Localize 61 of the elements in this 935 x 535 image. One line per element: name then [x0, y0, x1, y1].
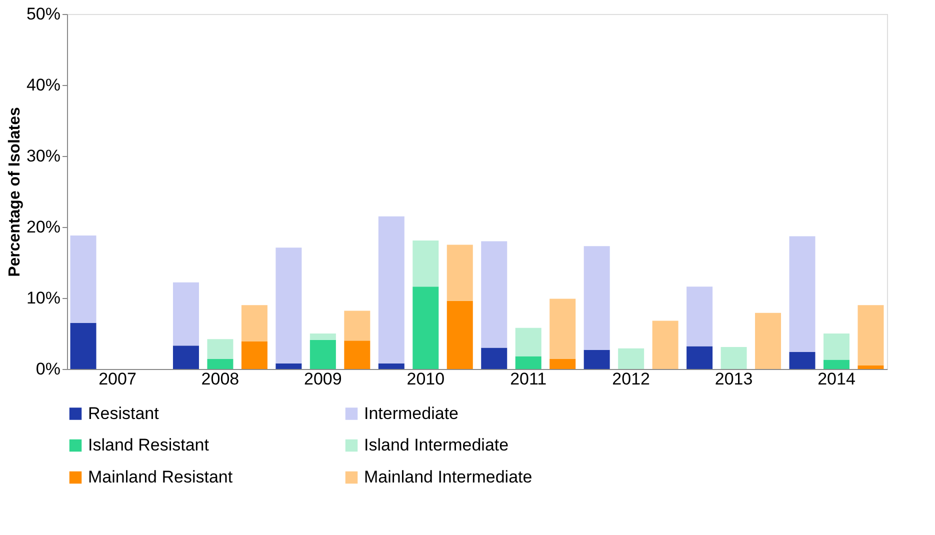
bar — [344, 340, 370, 369]
bar — [276, 363, 302, 369]
bar — [755, 312, 782, 369]
bar — [172, 282, 199, 346]
bar — [378, 363, 404, 369]
bar — [481, 241, 508, 348]
y-tick-label: 40% — [26, 76, 60, 94]
bar — [378, 216, 404, 364]
bar — [550, 298, 576, 360]
y-tick-label: 0% — [36, 360, 60, 378]
x-tick-label: 2011 — [510, 370, 547, 388]
y-axis-title: Percentage of Isolates — [6, 106, 24, 277]
bar — [310, 334, 336, 340]
bar — [276, 248, 302, 364]
bar — [515, 328, 542, 356]
y-tick-label: 10% — [26, 288, 60, 308]
bar — [515, 356, 542, 369]
bar — [172, 346, 199, 369]
legend-label: Intermediate — [364, 404, 458, 423]
bar — [481, 348, 508, 369]
bar — [858, 305, 884, 366]
x-tick-label: 2014 — [818, 370, 856, 388]
bar — [789, 236, 816, 352]
bar — [824, 360, 850, 369]
bar — [344, 310, 370, 341]
bar — [720, 346, 747, 369]
bar — [446, 244, 473, 301]
x-tick-label: 2012 — [612, 370, 650, 388]
bar — [207, 339, 234, 360]
bar — [70, 322, 96, 369]
x-tick-label: 2008 — [201, 370, 240, 388]
bar — [584, 350, 610, 369]
legend-label: Island Intermediate — [364, 436, 509, 454]
bar — [652, 320, 678, 369]
bar — [858, 365, 884, 369]
bar — [824, 334, 850, 360]
legend-label: Resistant — [88, 404, 160, 423]
bar — [241, 341, 268, 369]
bar — [241, 305, 268, 342]
y-tick-label: 50% — [26, 4, 60, 24]
legend-label: Mainland Resistant — [88, 468, 233, 486]
bar — [618, 348, 644, 369]
bar — [70, 236, 96, 323]
y-tick-label: 20% — [26, 218, 60, 236]
bar — [686, 346, 713, 369]
bar — [446, 300, 473, 369]
bar — [550, 359, 576, 369]
x-tick-label: 2007 — [98, 370, 136, 388]
x-tick-label: 2009 — [304, 370, 342, 388]
x-tick-label: 2010 — [406, 370, 445, 388]
x-tick-label: 2013 — [714, 370, 753, 388]
legend-label: Mainland Intermediate — [364, 468, 532, 486]
bar — [412, 240, 439, 287]
bar — [310, 340, 336, 369]
bar — [686, 286, 713, 346]
legend-label: Island Resistant — [88, 436, 210, 454]
bar — [412, 286, 439, 369]
bar — [789, 352, 816, 369]
bar — [207, 359, 234, 369]
y-tick-label: 30% — [26, 146, 60, 166]
bar — [584, 246, 610, 350]
